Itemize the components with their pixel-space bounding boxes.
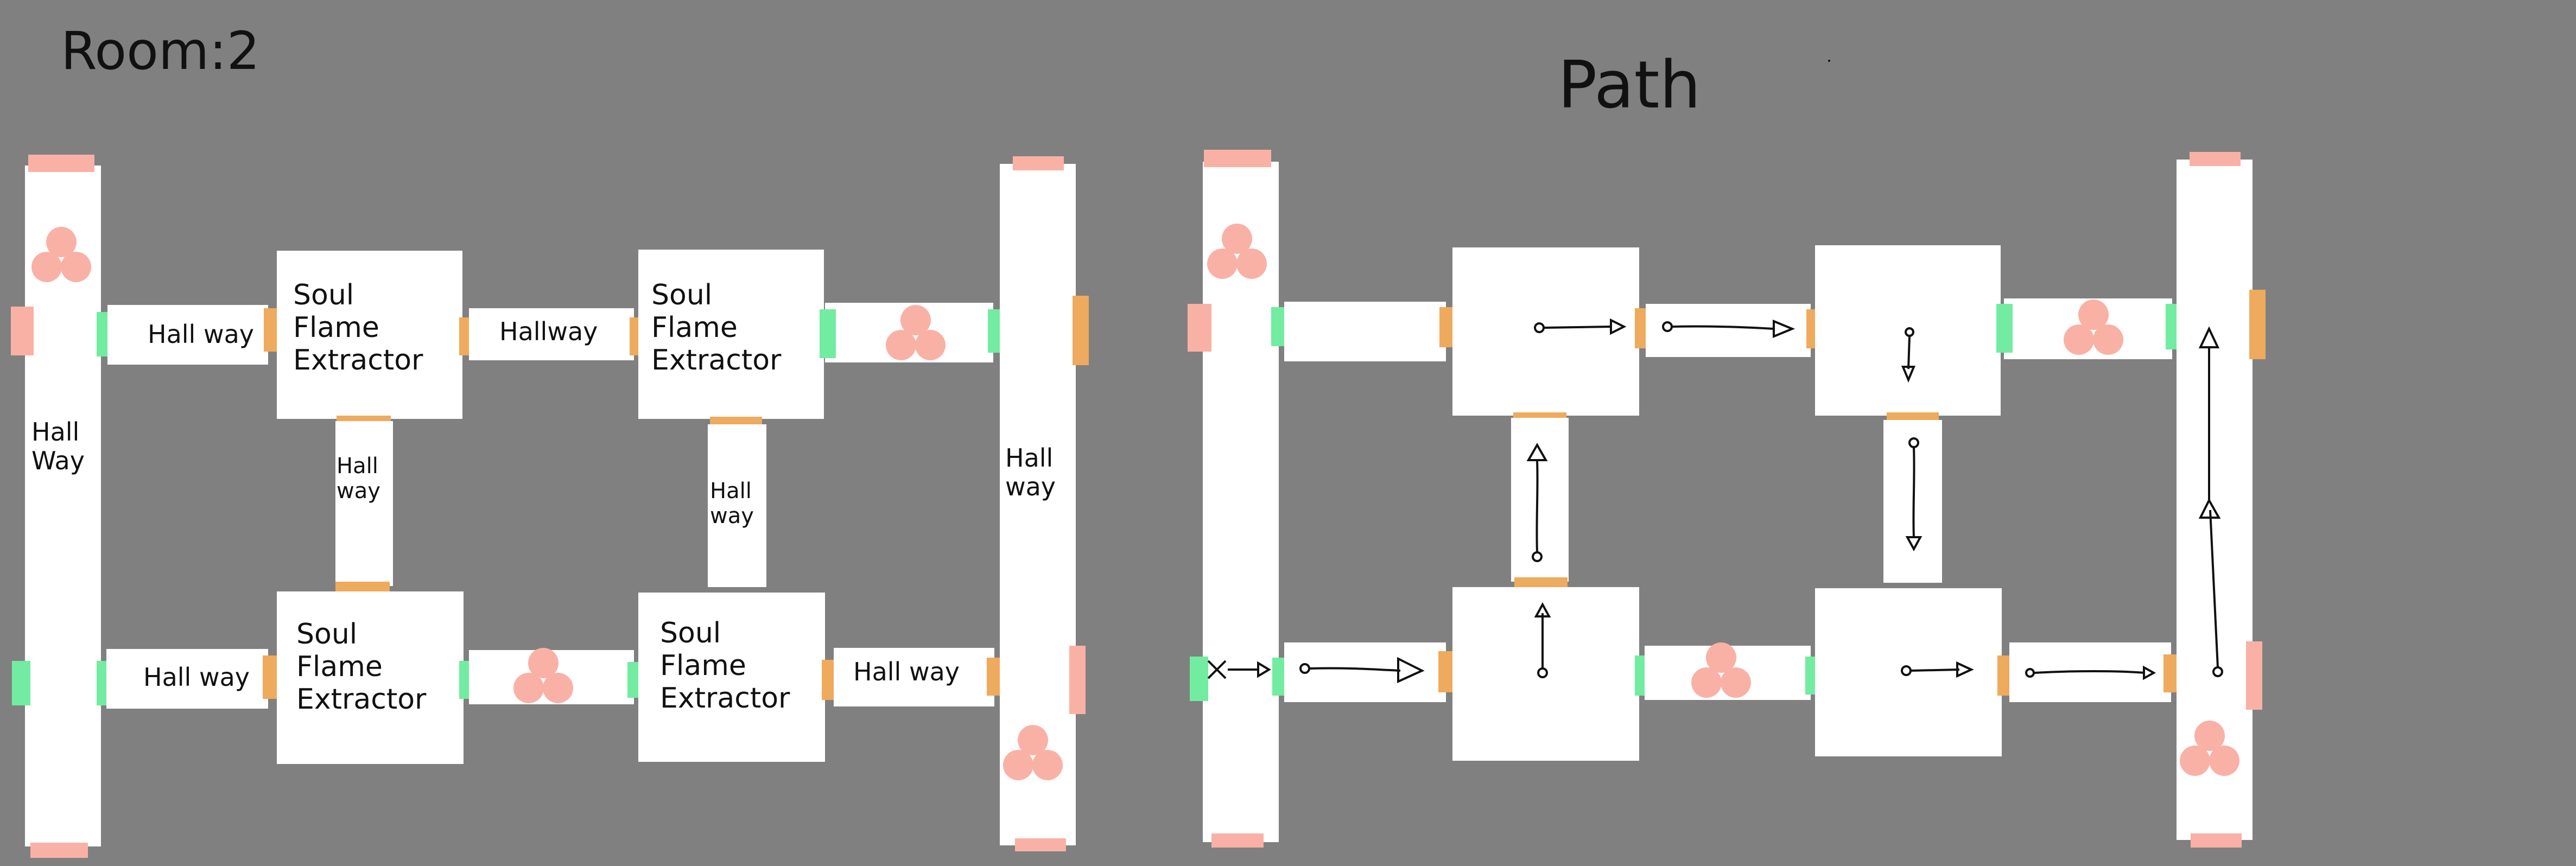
path-arrow — [1910, 668, 1960, 672]
extractor-label: Soul Flame Extractor — [296, 618, 427, 716]
gem-cluster — [513, 648, 573, 708]
hallway-label: Hall way — [710, 479, 754, 528]
door-green — [1190, 657, 1208, 701]
hallway-label: Hallway — [499, 317, 598, 346]
door-green — [12, 661, 30, 705]
path-arrowhead — [1397, 657, 1425, 684]
path-origin — [1901, 665, 1912, 676]
path-arrow — [1912, 447, 1915, 538]
path-arrowhead — [1534, 602, 1551, 617]
door-pink — [1204, 150, 1271, 167]
path-origin — [1299, 663, 1310, 674]
door-pink — [30, 843, 88, 858]
stray-dot — [1828, 60, 1830, 62]
path-origin — [2212, 666, 2223, 677]
path-arrowhead — [1956, 661, 1974, 678]
extractor-label: Soul Flame Extractor — [651, 279, 782, 377]
path-arrow — [1907, 336, 1911, 370]
top-hallway-2 — [1646, 304, 1811, 357]
hallway-label: Hall way — [337, 454, 380, 504]
path-origin — [1905, 327, 1914, 337]
room-node — [1815, 588, 2002, 756]
bottom-hallway-1 — [106, 649, 268, 709]
soul-flame-extractor — [638, 593, 825, 762]
path-arrow — [2209, 510, 2219, 668]
door-green — [1996, 304, 2013, 353]
top-hallway-1 — [1284, 302, 1446, 361]
path-arrowhead — [2198, 498, 2221, 519]
gem-cluster — [1003, 725, 1063, 785]
path-arrow — [1671, 325, 1775, 330]
extractor-label: Soul Flame Extractor — [293, 279, 423, 377]
room-node — [1452, 247, 1639, 416]
path-arrow — [1309, 667, 1401, 672]
door-pink — [2191, 833, 2242, 848]
hallway-label: Hall way — [853, 657, 960, 686]
middle-hallway-2 — [708, 424, 766, 587]
path-arrowhead — [1905, 536, 1923, 552]
path-arrowhead — [1257, 661, 1271, 678]
door-pink — [2190, 152, 2241, 166]
door-pink — [11, 307, 34, 355]
door-orange — [264, 308, 279, 352]
gem-cluster — [31, 227, 91, 286]
bottom-hallway-3 — [834, 648, 994, 706]
path-arrowhead — [1773, 320, 1795, 338]
hallway-label: Hall way — [148, 320, 254, 349]
door-orange — [263, 655, 279, 699]
room-node — [1815, 245, 2001, 416]
middle-hallway-1 — [335, 421, 393, 586]
door-pink — [1015, 838, 1066, 851]
start-mark — [1207, 660, 1227, 679]
door-pink — [1013, 156, 1064, 170]
path-arrow — [1543, 326, 1611, 329]
path-origin — [2025, 668, 2035, 678]
door-pink — [1211, 833, 1264, 848]
path-origin — [1534, 322, 1545, 333]
path-title: Path — [1558, 48, 1701, 123]
path-origin — [1908, 437, 1919, 448]
soul-flame-extractor — [277, 251, 462, 419]
path-origin — [1537, 667, 1548, 678]
door-orange — [1073, 296, 1089, 365]
path-arrowhead — [1610, 318, 1627, 335]
soul-flame-extractor — [638, 250, 824, 419]
path-origin — [1532, 551, 1543, 562]
door-pink — [1188, 304, 1211, 352]
gem-cluster — [2064, 300, 2123, 359]
hallway-label: Hall way — [1005, 443, 1056, 501]
door-pink — [1069, 646, 1086, 714]
path-arrowhead — [2198, 326, 2220, 348]
extractor-label: Soul Flame Extractor — [660, 617, 790, 715]
gem-cluster — [886, 305, 946, 365]
hallway-label: Hall Way — [31, 417, 85, 475]
room-title: Room:2 — [61, 21, 260, 81]
top-hallway-2 — [469, 308, 634, 360]
soul-flame-extractor — [277, 591, 464, 764]
path-arrowhead — [1901, 366, 1915, 383]
path-origin — [1662, 321, 1673, 332]
path-arrowhead — [2143, 665, 2156, 680]
gem-cluster — [1207, 224, 1267, 283]
door-pink — [28, 155, 94, 172]
hallway-label: Hall way — [143, 663, 250, 692]
path-arrowhead — [1526, 442, 1548, 461]
top-hallway-1 — [107, 305, 268, 365]
door-green — [820, 309, 836, 358]
gem-cluster — [2180, 721, 2239, 780]
door-pink — [2246, 641, 2262, 710]
path-arrow — [2034, 670, 2146, 674]
gem-cluster — [1691, 642, 1751, 702]
door-orange — [2249, 290, 2266, 359]
